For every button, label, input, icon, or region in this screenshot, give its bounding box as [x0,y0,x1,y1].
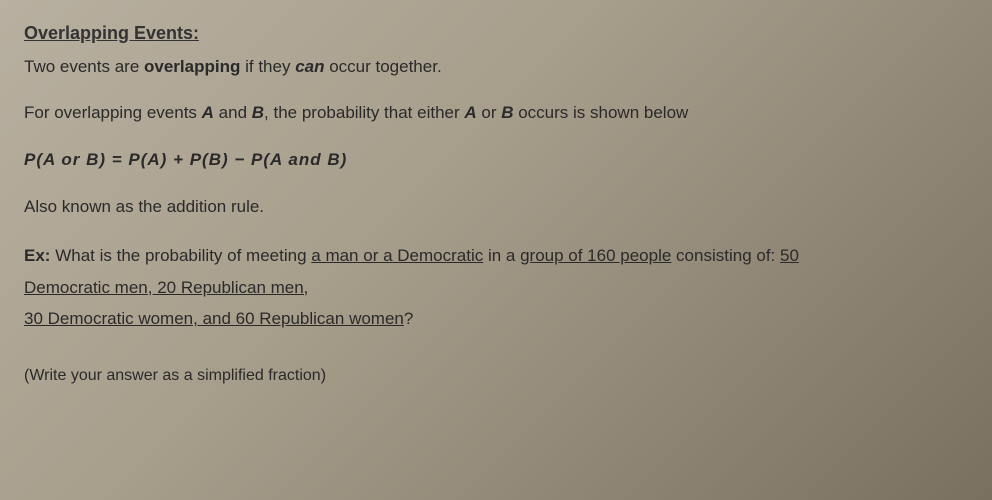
text: if they [240,57,295,76]
text: occur together. [324,57,441,76]
question-mark: ? [404,309,413,328]
intro-line-2: For overlapping events A and B, the prob… [24,99,968,128]
example-question: Ex: What is the probability of meeting a… [24,240,968,334]
event-a: A [202,103,214,122]
text: For overlapping events [24,103,202,122]
event-b: B [252,103,264,122]
text: and [214,103,252,122]
answer-instruction: (Write your answer as a simplified fract… [24,362,968,389]
text: or [477,103,502,122]
question-text-a: What is the probability of meeting [50,246,311,265]
also-known-line: Also known as the addition rule. [24,193,968,222]
event-b-2: B [501,103,513,122]
phrase-group-160: group of 160 people [520,246,671,265]
line-dem-women-rep-women: 30 Democratic women, and 60 Republican w… [24,309,404,328]
text: occurs is shown below [514,103,689,122]
question-text-e: consisting of: [671,246,780,265]
text: , the probability that either [264,103,464,122]
phrase-man-or-democratic: a man or a Democratic [311,246,483,265]
term-overlapping: overlapping [144,57,240,76]
definition-line: Two events are overlapping if they can o… [24,53,968,82]
question-text-c: in a [483,246,520,265]
line-dem-men-rep-men: Democratic men, 20 Republican men, [24,278,308,297]
text: Two events are [24,57,144,76]
example-label: Ex: [24,246,50,265]
addition-rule-formula: P(A or B) = P(A) + P(B) − P(A and B) [24,146,968,175]
section-heading: Overlapping Events: [24,18,968,49]
event-a-2: A [464,103,476,122]
count-50: 50 [780,246,799,265]
emph-can: can [295,57,324,76]
